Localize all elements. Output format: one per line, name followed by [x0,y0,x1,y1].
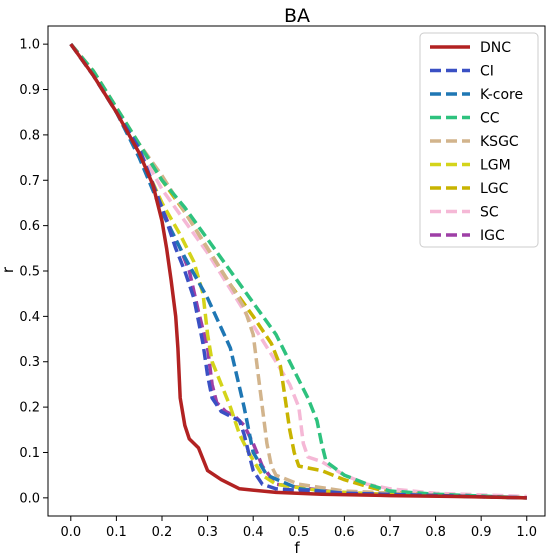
y-tick-label: 0.1 [19,446,40,461]
legend-label: DNC [480,40,511,56]
x-tick-label: 0.1 [106,525,127,540]
y-axis-label: r [0,266,17,273]
legend-label: K-core [480,87,523,103]
series-layer [69,42,527,500]
x-tick-label: 0.6 [334,525,355,540]
plot-area [47,25,546,517]
y-tick-label: 0.6 [19,219,40,234]
x-tick-label: 0.0 [60,525,81,540]
y-tick-label: 0.9 [19,83,40,98]
x-tick-label: 0.7 [380,525,401,540]
y-tick-label: 0.2 [19,401,40,416]
y-tick-label: 0.8 [19,128,40,143]
x-tick-label: 0.2 [152,525,173,540]
x-tick-label: 0.4 [243,525,264,540]
x-tick-label: 0.3 [197,525,218,540]
y-tick-label: 0.7 [19,174,40,189]
x-tick-label: 0.9 [471,525,492,540]
legend-label: KSGC [480,134,519,150]
legend-label: LGM [480,158,511,174]
series-line-cc [69,42,527,500]
legend-label: IGC [480,228,505,244]
y-tick-label: 0.3 [19,355,40,370]
y-tick-label: 0.0 [19,491,40,506]
x-tick-label: 1.0 [516,525,537,540]
legend-label: LGC [480,181,509,197]
x-axis-label: f [294,539,300,557]
legend-box [419,32,539,248]
x-tick-label: 0.8 [425,525,446,540]
legend-label: CI [480,64,494,80]
y-tick-label: 1.0 [19,38,40,53]
legend-label: SC [480,205,499,221]
x-axis: 0.0 0.1 0.2 0.3 0.4 0.5 0.6 0.7 0.8 0.9 1.0 [60,516,537,540]
chart-title: BA [284,5,310,27]
series-line-ci [69,43,527,500]
x-tick-label: 0.5 [288,525,309,540]
y-tick-label: 0.5 [19,265,40,280]
y-tick-label: 0.4 [19,310,40,325]
legend: DNC CI K-core CC KSGC LGM LGC SC IGC [419,32,539,248]
series-line-dnc [69,43,527,500]
y-axis: 0.0 0.1 0.2 0.3 0.4 0.5 0.6 0.7 0.8 0.9 1.0 [19,38,48,506]
legend-label: CC [480,111,500,127]
